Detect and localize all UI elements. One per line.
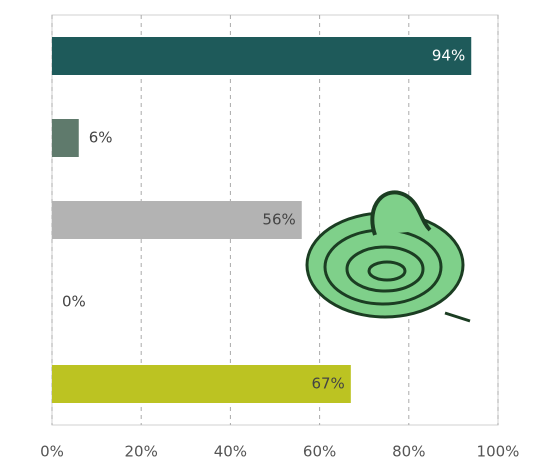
x-tick-label: 20% xyxy=(125,443,158,461)
x-tick-label: 40% xyxy=(214,443,247,461)
value-label: 56% xyxy=(262,211,295,229)
value-label: 0% xyxy=(62,293,86,311)
bar xyxy=(52,119,79,157)
value-label: 94% xyxy=(432,47,465,65)
x-tick-label: 60% xyxy=(303,443,336,461)
snake-illustration xyxy=(305,190,471,323)
bar xyxy=(52,365,351,403)
value-label: 67% xyxy=(311,375,344,393)
bar xyxy=(52,201,302,239)
bar xyxy=(52,37,472,75)
value-label: 6% xyxy=(89,129,113,147)
x-tick-label: 100% xyxy=(477,443,520,461)
x-tick-label: 80% xyxy=(392,443,425,461)
x-tick-label: 0% xyxy=(40,443,64,461)
